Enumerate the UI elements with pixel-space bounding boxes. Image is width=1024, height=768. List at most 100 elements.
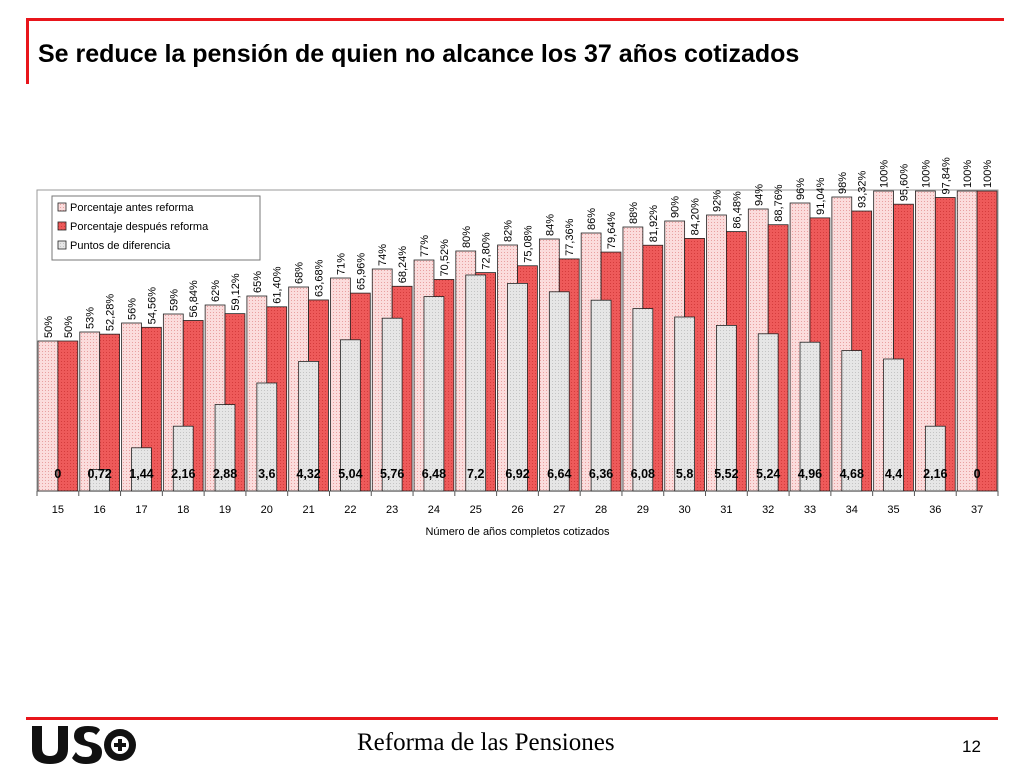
x-tick-label: 26 [511, 504, 523, 516]
label-before: 56% [127, 298, 139, 320]
x-tick-label: 35 [887, 504, 899, 516]
x-tick-label: 22 [344, 504, 356, 516]
label-after: 86,48% [731, 191, 743, 229]
label-difference: 4,32 [296, 467, 320, 481]
label-before: 96% [795, 178, 807, 200]
label-after: 75,08% [522, 225, 534, 263]
bar-difference [214, 404, 236, 492]
bar-difference [381, 317, 403, 492]
left-rule [26, 18, 29, 84]
footer-title: Reforma de las Pensiones [357, 729, 615, 756]
label-after: 79,64% [606, 212, 618, 250]
legend-entry: Puntos de diferencia [70, 240, 171, 252]
bar-difference [590, 299, 612, 492]
label-after: 72,80% [481, 232, 493, 270]
label-before: 90% [670, 196, 682, 218]
bar-after [976, 190, 998, 492]
x-tick-label: 24 [428, 504, 440, 516]
label-difference: 2,16 [923, 467, 947, 481]
x-tick-label: 32 [762, 504, 774, 516]
bar-difference [465, 274, 487, 492]
bar-difference [507, 282, 528, 492]
label-difference: 6,64 [547, 467, 571, 481]
x-tick-label: 30 [679, 504, 691, 516]
label-before: 68% [294, 262, 306, 284]
label-before: 80% [461, 226, 473, 248]
label-before: 65% [252, 271, 264, 293]
x-tick-label: 36 [929, 504, 941, 516]
label-before: 98% [837, 172, 849, 194]
top-rule [26, 18, 1004, 21]
bar-difference [89, 468, 111, 492]
label-before: 100% [920, 160, 932, 188]
label-before: 82% [503, 220, 515, 242]
x-tick-label: 15 [52, 504, 64, 516]
label-after: 63,68% [314, 259, 326, 297]
bar-before [956, 190, 978, 492]
label-before: 59% [168, 289, 180, 311]
label-difference: 4,96 [798, 467, 822, 481]
bar-difference [632, 308, 654, 492]
label-after: 59,12% [230, 273, 242, 311]
label-after: 97,84% [940, 157, 952, 195]
label-after: 88,76% [773, 184, 785, 222]
bar-difference [757, 333, 779, 492]
label-after: 61,40% [272, 266, 284, 304]
label-before: 92% [711, 190, 723, 212]
x-tick-label: 23 [386, 504, 398, 516]
label-after: 50% [63, 316, 75, 338]
label-before: 77% [419, 235, 431, 257]
bar-after [57, 340, 79, 492]
label-after: 70,52% [439, 239, 451, 277]
x-tick-label: 25 [470, 504, 482, 516]
legend-entry: Porcentaje antes reforma [70, 202, 194, 214]
label-difference: 6,36 [589, 467, 613, 481]
legend-entry: Porcentaje después reforma [70, 221, 209, 233]
label-difference: 7,2 [467, 467, 484, 481]
label-after: 91,04% [815, 177, 827, 215]
label-difference: 6,08 [631, 467, 655, 481]
label-difference: 6,48 [422, 467, 446, 481]
bar-difference [340, 339, 361, 492]
bar-difference [548, 291, 570, 492]
label-after: 52,28% [105, 294, 117, 332]
label-after: 84,20% [690, 198, 702, 236]
pension-chart: 50% 50% 0 15 53% 52,28% 0,72 16 56% 54,56% 1,44 17 5… [36, 157, 999, 538]
label-difference: 3,6 [258, 467, 275, 481]
x-tick-label: 17 [135, 504, 147, 516]
legend-swatch [57, 221, 67, 231]
bar-difference [841, 350, 863, 492]
label-difference: 5,04 [338, 467, 362, 481]
legend-swatch [57, 202, 67, 212]
label-before: 100% [962, 160, 974, 188]
bottom-rule [26, 717, 998, 720]
bar-difference [674, 316, 695, 492]
x-tick-label: 16 [94, 504, 106, 516]
x-tick-label: 29 [637, 504, 649, 516]
x-tick-label: 21 [302, 504, 314, 516]
label-before: 86% [586, 208, 598, 230]
x-tick-label: 28 [595, 504, 607, 516]
label-difference: 0 [974, 467, 981, 481]
label-before: 94% [753, 184, 765, 206]
label-difference: 0,72 [88, 467, 112, 481]
label-before: 74% [377, 244, 389, 266]
bar-difference [131, 447, 152, 492]
label-after: 95,60% [898, 164, 910, 202]
label-after: 100% [982, 160, 994, 188]
x-axis-title: Número de años completos cotizados [425, 526, 610, 538]
x-tick-label: 18 [177, 504, 189, 516]
label-after: 65,96% [355, 253, 367, 291]
label-after: 54,56% [146, 287, 158, 325]
slide-title: Se reduce la pensión de quien no alcance… [38, 40, 800, 68]
legend [51, 195, 261, 261]
page-number: 12 [962, 737, 981, 756]
x-tick-label: 37 [971, 504, 983, 516]
label-before: 84% [544, 214, 556, 236]
x-tick-label: 27 [553, 504, 565, 516]
legend-swatch [57, 240, 67, 250]
label-after: 93,32% [857, 171, 869, 209]
x-tick-label: 34 [846, 504, 858, 516]
label-after: 81,92% [648, 205, 660, 243]
bar-difference [883, 358, 904, 492]
